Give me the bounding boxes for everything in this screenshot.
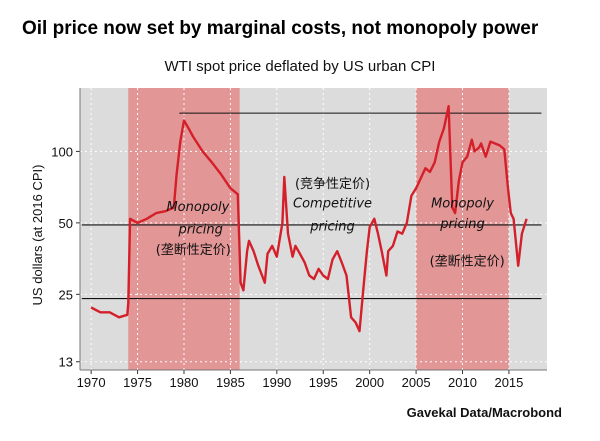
- x-tick-label: 2000: [355, 375, 384, 390]
- x-tick-label: 2005: [402, 375, 431, 390]
- annotation-1: Monopoly: [166, 200, 229, 215]
- y-tick-label: 13: [59, 355, 73, 370]
- source-credit: Gavekal Data/Macrobond: [406, 405, 562, 420]
- x-tick-label: 1985: [216, 375, 245, 390]
- x-tick-label: 1980: [170, 375, 199, 390]
- annotation-4: (竞争性定价): [295, 176, 370, 192]
- x-tick-label: 1970: [77, 375, 106, 390]
- x-tick-label: 1975: [123, 375, 152, 390]
- annotation-6: pricing: [309, 219, 354, 234]
- chart-title: Oil price now set by marginal costs, not…: [22, 18, 539, 39]
- y-axis-label: US dollars (at 2016 CPI): [30, 165, 45, 306]
- annotation-3: (垄断性定价): [156, 243, 231, 258]
- price-series-line: [90, 105, 528, 333]
- annotation-5: Competitive: [293, 197, 372, 212]
- annotation-2: pricing: [177, 223, 222, 238]
- annotation-9: (垄断性定价): [430, 255, 505, 270]
- y-tick-label: 100: [51, 144, 73, 159]
- x-tick-label: 1995: [309, 375, 338, 390]
- chart-subtitle: WTI spot price deflated by US urban CPI: [164, 58, 436, 75]
- x-tick-label: 2015: [494, 375, 523, 390]
- y-tick-label: 25: [59, 287, 73, 302]
- annotation-8: pricing: [439, 217, 484, 232]
- x-tick-label: 2010: [448, 375, 477, 390]
- y-tick-label: 50: [59, 216, 73, 231]
- x-tick-label: 1990: [262, 375, 291, 390]
- annotation-7: Monopoly: [431, 197, 494, 212]
